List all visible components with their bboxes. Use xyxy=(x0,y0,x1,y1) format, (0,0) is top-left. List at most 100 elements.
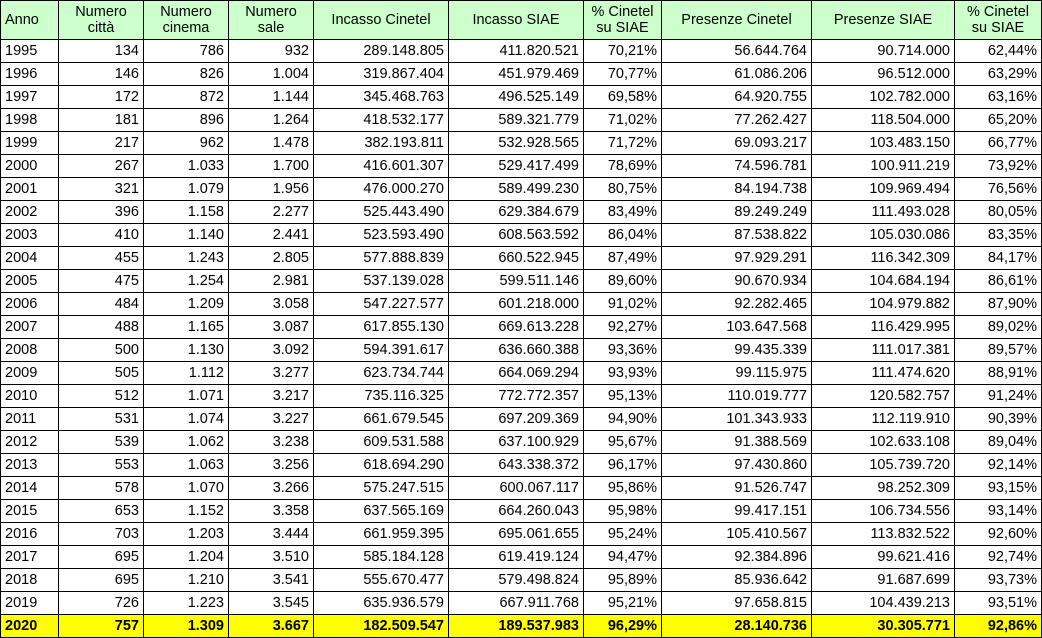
cell-incasso-cinetel: 476.000.270 xyxy=(313,177,449,201)
cell-pct-incasso: 95,86% xyxy=(583,476,662,500)
cell-presenze-cinetel: 56.644.764 xyxy=(661,39,812,63)
cell-incasso-siae: 189.537.983 xyxy=(448,614,584,638)
cell-incasso-siae: 643.338.372 xyxy=(448,453,584,477)
cell-anno: 1999 xyxy=(0,131,59,155)
cell-pct-presenze: 76,56% xyxy=(954,177,1042,201)
cell-incasso-cinetel: 609.531.588 xyxy=(313,430,449,454)
cell-pct-incasso: 95,24% xyxy=(583,522,662,546)
cell-incasso-cinetel: 525.443.490 xyxy=(313,200,449,224)
cell-presenze-siae: 113.832.522 xyxy=(811,522,955,546)
cell-anno: 2010 xyxy=(0,384,59,408)
cell-incasso-cinetel: 416.601.307 xyxy=(313,154,449,178)
cell-presenze-siae: 91.687.699 xyxy=(811,568,955,592)
cell-presenze-siae: 30.305.771 xyxy=(811,614,955,638)
table-row: 2020 757 1.309 3.667 182.509.547 189.537.983 9… xyxy=(0,614,1042,638)
cell-incasso-cinetel: 345.468.763 xyxy=(313,85,449,109)
cell-pct-incasso: 96,29% xyxy=(583,614,662,638)
cell-pct-incasso: 91,02% xyxy=(583,292,662,316)
cell-presenze-cinetel: 90.670.934 xyxy=(661,269,812,293)
cell-numero-sale: 1.956 xyxy=(228,177,314,201)
cell-presenze-cinetel: 101.343.933 xyxy=(661,407,812,431)
cell-incasso-cinetel: 661.679.545 xyxy=(313,407,449,431)
cell-numero-sale: 3.217 xyxy=(228,384,314,408)
cell-presenze-cinetel: 87.538.822 xyxy=(661,223,812,247)
cell-anno: 2015 xyxy=(0,499,59,523)
cell-incasso-siae: 600.067.117 xyxy=(448,476,584,500)
header-pct-presenze: % Cinetel su SIAE xyxy=(954,0,1042,40)
cell-pct-incasso: 95,89% xyxy=(583,568,662,592)
cell-numero-cinema: 786 xyxy=(143,39,229,63)
cell-anno: 2016 xyxy=(0,522,59,546)
cell-incasso-siae: 589.321.779 xyxy=(448,108,584,132)
cell-presenze-siae: 111.493.028 xyxy=(811,200,955,224)
cell-numero-sale: 3.545 xyxy=(228,591,314,615)
table-row: 2005 475 1.254 2.981 537.139.028 599.511.146 8… xyxy=(0,269,1042,293)
cell-anno: 2007 xyxy=(0,315,59,339)
cell-presenze-cinetel: 92.282.465 xyxy=(661,292,812,316)
cell-numero-sale: 1.004 xyxy=(228,62,314,86)
header-presenze-cinetel: Presenze Cinetel xyxy=(661,0,812,40)
header-numero-cinema: Numero cinema xyxy=(143,0,229,40)
cell-pct-incasso: 71,02% xyxy=(583,108,662,132)
cell-anno: 2008 xyxy=(0,338,59,362)
cell-numero-sale: 2.805 xyxy=(228,246,314,270)
cell-incasso-siae: 579.498.824 xyxy=(448,568,584,592)
cell-numero-cinema: 1.062 xyxy=(143,430,229,454)
table-row: 2003 410 1.140 2.441 523.593.490 608.563.592 8… xyxy=(0,223,1042,247)
cell-pct-incasso: 92,27% xyxy=(583,315,662,339)
cell-numero-citta: 578 xyxy=(58,476,144,500)
cell-presenze-siae: 100.911.219 xyxy=(811,154,955,178)
cell-numero-cinema: 1.071 xyxy=(143,384,229,408)
cell-numero-citta: 488 xyxy=(58,315,144,339)
cell-numero-cinema: 872 xyxy=(143,85,229,109)
cell-presenze-cinetel: 103.647.568 xyxy=(661,315,812,339)
cell-incasso-siae: 636.660.388 xyxy=(448,338,584,362)
cell-numero-sale: 3.227 xyxy=(228,407,314,431)
table-row: 2008 500 1.130 3.092 594.391.617 636.660.388 9… xyxy=(0,338,1042,362)
cell-pct-incasso: 95,13% xyxy=(583,384,662,408)
cell-presenze-siae: 90.714.000 xyxy=(811,39,955,63)
cell-incasso-siae: 589.499.230 xyxy=(448,177,584,201)
table-header: Anno Numero città Numero cinema Numero s… xyxy=(0,0,1042,40)
cell-presenze-cinetel: 28.140.736 xyxy=(661,614,812,638)
table-row: 2001 321 1.079 1.956 476.000.270 589.499.230 8… xyxy=(0,177,1042,201)
cell-incasso-siae: 660.522.945 xyxy=(448,246,584,270)
cell-numero-sale: 932 xyxy=(228,39,314,63)
cell-presenze-cinetel: 97.658.815 xyxy=(661,591,812,615)
cell-incasso-cinetel: 182.509.547 xyxy=(313,614,449,638)
header-presenze-siae: Presenze SIAE xyxy=(811,0,955,40)
table-row: 2016 703 1.203 3.444 661.959.395 695.061.655 9… xyxy=(0,522,1042,546)
cell-numero-sale: 3.092 xyxy=(228,338,314,362)
cell-pct-presenze: 93,73% xyxy=(954,568,1042,592)
cell-numero-citta: 539 xyxy=(58,430,144,454)
cell-presenze-siae: 116.342.309 xyxy=(811,246,955,270)
header-incasso-siae: Incasso SIAE xyxy=(448,0,584,40)
cell-pct-incasso: 93,36% xyxy=(583,338,662,362)
cell-presenze-cinetel: 99.417.151 xyxy=(661,499,812,523)
cell-incasso-siae: 601.218.000 xyxy=(448,292,584,316)
cell-presenze-siae: 104.979.882 xyxy=(811,292,955,316)
cell-pct-presenze: 93,15% xyxy=(954,476,1042,500)
table-row: 2019 726 1.223 3.545 635.936.579 667.911.768 9… xyxy=(0,591,1042,615)
cell-numero-sale: 3.087 xyxy=(228,315,314,339)
cell-incasso-cinetel: 585.184.128 xyxy=(313,545,449,569)
table-row: 2011 531 1.074 3.227 661.679.545 697.209.369 9… xyxy=(0,407,1042,431)
cell-numero-citta: 500 xyxy=(58,338,144,362)
header-pct-incasso: % Cinetel su SIAE xyxy=(583,0,662,40)
cell-incasso-siae: 664.069.294 xyxy=(448,361,584,385)
cell-pct-incasso: 69,58% xyxy=(583,85,662,109)
cell-presenze-siae: 96.512.000 xyxy=(811,62,955,86)
cell-pct-incasso: 83,49% xyxy=(583,200,662,224)
cell-incasso-siae: 772.772.357 xyxy=(448,384,584,408)
cell-pct-incasso: 78,69% xyxy=(583,154,662,178)
table-row: 2017 695 1.204 3.510 585.184.128 619.419.124 9… xyxy=(0,545,1042,569)
cell-incasso-cinetel: 637.565.169 xyxy=(313,499,449,523)
cell-pct-presenze: 89,57% xyxy=(954,338,1042,362)
cell-incasso-siae: 695.061.655 xyxy=(448,522,584,546)
cell-presenze-cinetel: 97.929.291 xyxy=(661,246,812,270)
cell-numero-cinema: 1.254 xyxy=(143,269,229,293)
cell-numero-cinema: 962 xyxy=(143,131,229,155)
cell-pct-presenze: 90,39% xyxy=(954,407,1042,431)
cell-presenze-siae: 111.474.620 xyxy=(811,361,955,385)
cell-numero-citta: 455 xyxy=(58,246,144,270)
